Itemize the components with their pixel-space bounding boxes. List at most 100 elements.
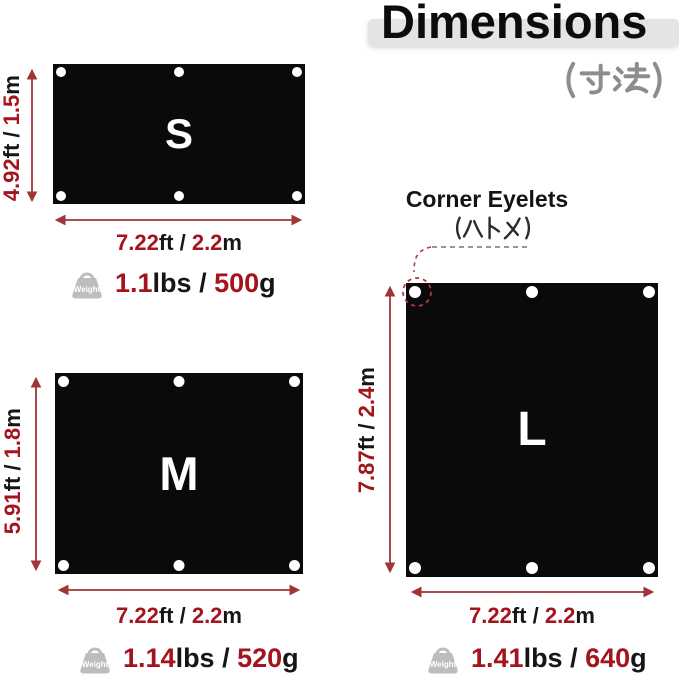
height-ft-unit: ft xyxy=(0,476,25,492)
weight-bag-icon: Weight xyxy=(428,647,458,673)
weight-g-value: 500 xyxy=(214,268,260,298)
eyelet-icon xyxy=(58,376,69,387)
width-ft-unit: ft xyxy=(158,230,174,255)
size-letter-l: L xyxy=(517,403,547,456)
katakana-ha xyxy=(462,219,484,238)
height-m-unit: m xyxy=(0,75,24,95)
l-weight-label: 1.41lbs / 640g xyxy=(471,643,647,674)
size-letter-m: M xyxy=(159,447,199,500)
separator: / xyxy=(562,643,586,673)
width-m-value: 2.2 xyxy=(191,603,223,628)
subtitle-japanese-sunpou xyxy=(566,61,662,99)
width-m-unit: m xyxy=(222,603,242,628)
paren-left-stroke xyxy=(455,216,461,240)
separator: / xyxy=(191,268,215,298)
eyelet-icon xyxy=(56,191,66,201)
weight-icon-label: Weight xyxy=(82,660,109,669)
weight-lbs-value: 1.14 xyxy=(123,643,176,673)
paren-right-stroke xyxy=(652,61,662,99)
m-weight-label: 1.14lbs / 520g xyxy=(123,643,299,674)
title-highlight-bar xyxy=(368,19,679,46)
width-m-unit: m xyxy=(575,603,595,628)
weight-g-value: 640 xyxy=(585,643,631,673)
l-height-label: 7.87ft / 2.4m xyxy=(354,340,380,520)
s-width-label: 7.22ft / 2.2m xyxy=(53,230,305,256)
separator: / xyxy=(173,230,192,255)
annotation-japanese-hatome xyxy=(455,216,531,240)
s-weight-row: Weight 1.1lbs / 500g xyxy=(68,268,276,299)
eyelet-icon xyxy=(174,191,184,201)
m-width-label: 7.22ft / 2.2m xyxy=(55,603,303,629)
katakana-me xyxy=(503,217,521,240)
weight-lbs-value: 1.41 xyxy=(471,643,524,673)
weight-lbs-unit: lbs xyxy=(523,643,563,673)
weight-lbs-unit: lbs xyxy=(152,268,192,298)
eyelet-icon xyxy=(292,67,302,77)
eyelet-icon xyxy=(643,286,655,298)
eyelet-icon xyxy=(643,562,655,574)
width-ft-value: 7.22 xyxy=(116,230,159,255)
page-title: Dimensions xyxy=(381,0,648,48)
separator: / xyxy=(526,603,545,628)
height-m-unit: m xyxy=(353,367,379,387)
eyelet-icon xyxy=(292,191,302,201)
tarp-size-m: M xyxy=(55,373,303,574)
l-width-label: 7.22ft / 2.2m xyxy=(406,603,658,629)
s-weight-label: 1.1lbs / 500g xyxy=(115,268,276,299)
size-letter-s: S xyxy=(164,110,193,157)
kanji-hou xyxy=(612,61,651,94)
eyelet-icon xyxy=(173,560,185,571)
corner-eyelets-title: Corner Eyelets xyxy=(405,186,569,212)
height-ft-value: 7.87 xyxy=(353,450,379,494)
weight-bag-icon: Weight xyxy=(72,272,102,298)
paren-right-stroke xyxy=(525,216,531,240)
separator: / xyxy=(214,643,238,673)
height-ft-value: 4.92 xyxy=(0,158,24,202)
eyelet-icon xyxy=(409,562,421,574)
weight-g-unit: g xyxy=(630,643,647,673)
paren-left-stroke xyxy=(566,61,576,99)
corner-eyelet-leader-curve xyxy=(413,246,432,273)
weight-g-unit: g xyxy=(282,643,299,673)
separator: / xyxy=(173,603,192,628)
height-ft-value: 5.91 xyxy=(0,491,25,535)
eyelet-icon xyxy=(174,67,184,77)
weight-lbs-unit: lbs xyxy=(175,643,215,673)
width-m-unit: m xyxy=(222,230,242,255)
width-ft-value: 7.22 xyxy=(469,603,512,628)
eyelet-icon xyxy=(526,286,538,298)
width-ft-unit: ft xyxy=(158,603,174,628)
s-height-label: 4.92ft / 1.5m xyxy=(0,53,25,223)
weight-icon-label: Weight xyxy=(430,660,457,669)
eyelet-icon xyxy=(289,376,300,387)
eyelet-icon xyxy=(289,560,300,571)
weight-g-unit: g xyxy=(259,268,276,298)
eyelet-icon xyxy=(173,376,185,387)
height-ft-unit: ft xyxy=(353,435,379,451)
width-m-value: 2.2 xyxy=(191,230,223,255)
weight-bag-icon: Weight xyxy=(80,647,110,673)
separator: / xyxy=(0,125,24,144)
separator: / xyxy=(0,458,25,477)
width-ft-unit: ft xyxy=(511,603,527,628)
separator: / xyxy=(353,417,379,436)
tarp-size-s: S xyxy=(53,64,305,204)
kanji-sun xyxy=(579,63,611,95)
height-m-value: 1.5 xyxy=(0,94,24,126)
height-m-value: 1.8 xyxy=(0,427,25,459)
m-weight-row: Weight 1.14lbs / 520g xyxy=(76,643,299,674)
eyelet-icon xyxy=(526,562,538,574)
weight-icon-label: Weight xyxy=(74,285,101,294)
tarp-size-l: L xyxy=(406,283,658,577)
m-height-label: 5.91ft / 1.8m xyxy=(0,386,26,556)
eyelet-icon xyxy=(58,560,69,571)
katakana-to xyxy=(488,216,501,240)
height-m-unit: m xyxy=(0,408,25,428)
weight-lbs-value: 1.1 xyxy=(115,268,153,298)
weight-g-value: 520 xyxy=(237,643,283,673)
l-weight-row: Weight 1.41lbs / 640g xyxy=(424,643,647,674)
width-m-value: 2.2 xyxy=(544,603,576,628)
width-ft-value: 7.22 xyxy=(116,603,159,628)
height-ft-unit: ft xyxy=(0,143,24,159)
